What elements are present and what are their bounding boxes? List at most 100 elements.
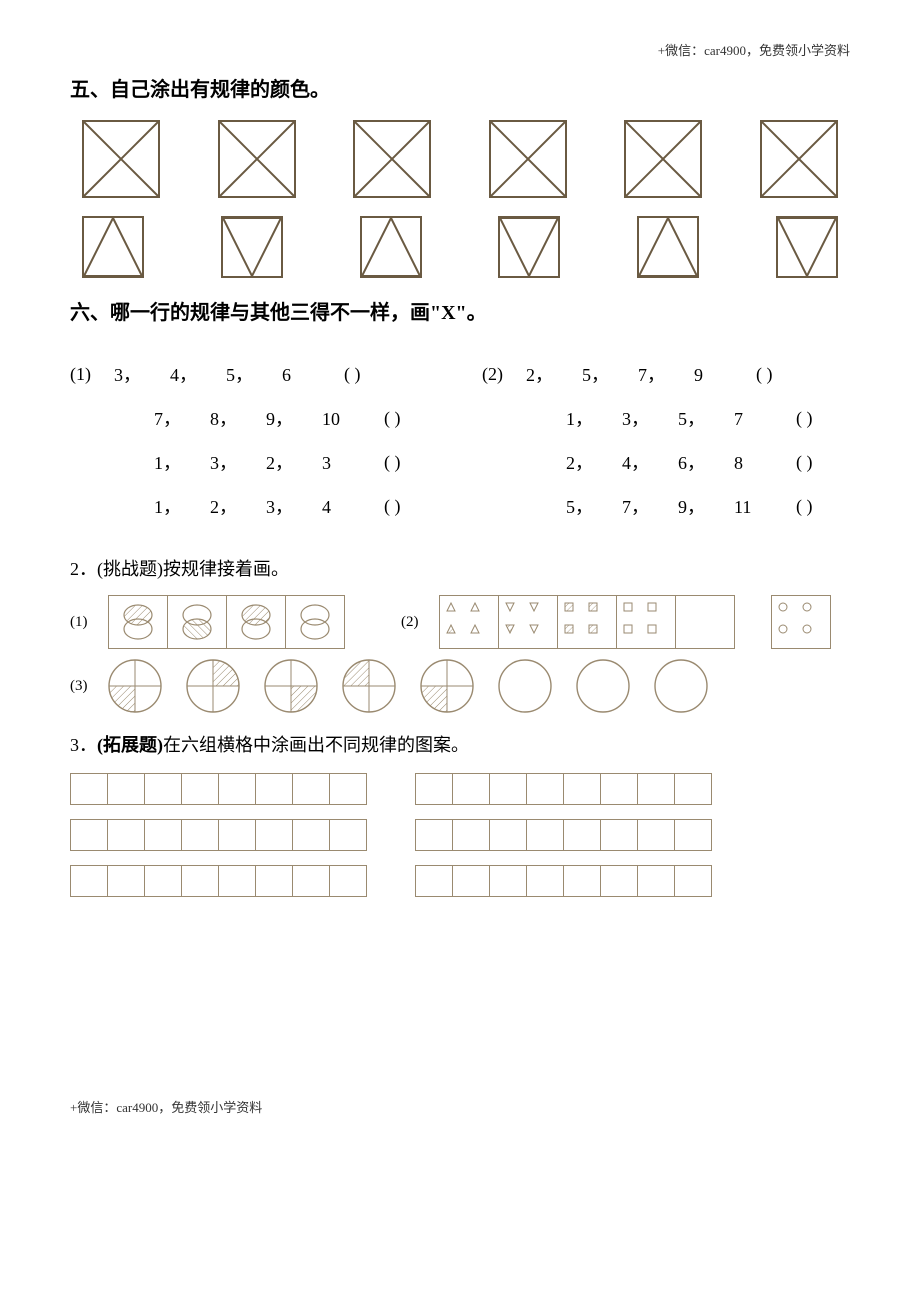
grid-cell	[182, 866, 219, 896]
grid-cell	[638, 866, 675, 896]
seq-number: 8	[734, 453, 790, 474]
seq-number: 4	[322, 497, 378, 518]
grid-cell	[564, 820, 601, 850]
tri-down-in-square-icon	[221, 216, 283, 278]
tri-down-in-square-icon	[776, 216, 838, 278]
seq-number: 6	[282, 365, 338, 386]
answer-paren: ( )	[796, 452, 813, 473]
section6-grid: (1)3，4，5，6( )7，8，9，10( )1，3，2，3( )1，2，3，…	[70, 343, 850, 537]
q3-grids	[70, 773, 850, 897]
grid-cell	[527, 820, 564, 850]
seq-number: 10	[322, 409, 378, 430]
seq-number: 3，	[210, 449, 266, 475]
pattern-cell	[227, 596, 286, 648]
quarter-circle-icon	[186, 659, 240, 713]
answer-paren: ( )	[384, 496, 401, 517]
grid-cell	[330, 774, 366, 804]
grid-cell	[564, 774, 601, 804]
quarter-circle-icon	[420, 659, 474, 713]
q2-p2-extra	[771, 595, 831, 649]
footer-note: +微信：car4900，免费领小学资料	[70, 1097, 850, 1116]
answer-paren: ( )	[756, 364, 773, 385]
grid-cell	[601, 820, 638, 850]
square-x-icon	[82, 120, 160, 198]
grid-cell	[638, 820, 675, 850]
seq-number: 5，	[226, 361, 282, 387]
overlapping-ovals-icon	[109, 596, 167, 648]
grid-cell	[416, 774, 453, 804]
grid-cell	[564, 866, 601, 896]
q2-p1-boxes	[108, 595, 345, 649]
quarter-circle-icon	[342, 659, 396, 713]
section6-title: 六、哪一行的规律与其他三得不一样，画"X"。	[70, 296, 850, 325]
square-x-icon	[353, 120, 431, 198]
square-x-icon	[624, 120, 702, 198]
seq-number: 5，	[582, 361, 638, 387]
grid-cell	[675, 866, 711, 896]
q2-p3-label: (3)	[70, 678, 108, 695]
square-x-icon	[218, 120, 296, 198]
q2-row-1-2: (1)	[70, 595, 850, 649]
grid-row	[415, 865, 712, 897]
grid-cell	[416, 866, 453, 896]
overlapping-ovals-icon	[286, 596, 344, 648]
seq-number: 9，	[266, 405, 322, 431]
grid-row	[70, 819, 367, 851]
sq-hatch-4-icon	[558, 596, 616, 648]
grid-cell	[145, 866, 182, 896]
number-sequence-row: 5，7，9，11( )	[482, 493, 850, 519]
number-sequence-row: 2，4，6，8( )	[482, 449, 850, 475]
grid-cell	[182, 820, 219, 850]
seq-number: 3，	[114, 361, 170, 387]
seq-number: 11	[734, 497, 790, 518]
q3-bold: (拓展题)	[97, 735, 163, 755]
grid-column	[415, 773, 712, 897]
grid-cell	[416, 820, 453, 850]
grid-cell	[108, 866, 145, 896]
q2-p2-label: (2)	[401, 614, 439, 631]
overlapping-ovals-icon	[227, 596, 285, 648]
grid-cell	[256, 820, 293, 850]
q2-p3-circles	[108, 659, 708, 713]
grid-cell	[71, 820, 108, 850]
grid-cell	[293, 774, 330, 804]
section5-row2	[70, 216, 850, 278]
seq-number: 7，	[622, 493, 678, 519]
pattern-cell	[558, 596, 617, 648]
seq-number: 4，	[170, 361, 226, 387]
section6-col2: (2)2，5，7，9( )1，3，5，7( )2，4，6，8( )5，7，9，1…	[482, 343, 850, 537]
sq-4-icon	[617, 596, 675, 648]
q3-rest: 在六组横格中涂画出不同规律的图案。	[163, 735, 469, 755]
q2-title: 2．(挑战题)按规律接着画。	[70, 555, 850, 581]
q2-row-3: (3)	[70, 659, 850, 713]
seq-number: 4，	[622, 449, 678, 475]
grid-cell	[256, 774, 293, 804]
grid-cell	[638, 774, 675, 804]
section6-col1: (1)3，4，5，6( )7，8，9，10( )1，3，2，3( )1，2，3，…	[70, 343, 438, 537]
grid-cell	[453, 774, 490, 804]
q2-body: (1)	[70, 595, 850, 713]
grid-row	[70, 865, 367, 897]
grid-cell	[145, 774, 182, 804]
grid-cell	[527, 774, 564, 804]
grid-cell	[71, 866, 108, 896]
grid-cell	[675, 774, 711, 804]
pattern-cell	[168, 596, 227, 648]
q3-title: 3．(拓展题)在六组横格中涂画出不同规律的图案。	[70, 731, 850, 757]
quarter-circle-icon	[108, 659, 162, 713]
q2-prefix: 2．	[70, 559, 97, 579]
grid-row	[70, 773, 367, 805]
seq-number: 6，	[678, 449, 734, 475]
grid-cell	[108, 774, 145, 804]
tri-down-in-square-icon	[498, 216, 560, 278]
pattern-cell	[772, 596, 830, 648]
number-sequence-row: 7，8，9，10( )	[70, 405, 438, 431]
q3-prefix: 3．	[70, 735, 97, 755]
grid-cell	[330, 820, 366, 850]
grid-cell	[219, 866, 256, 896]
number-sequence-row: 1，3，2，3( )	[70, 449, 438, 475]
seq-number: 7，	[638, 361, 694, 387]
grid-cell	[490, 866, 527, 896]
grid-cell	[219, 774, 256, 804]
square-x-icon	[760, 120, 838, 198]
